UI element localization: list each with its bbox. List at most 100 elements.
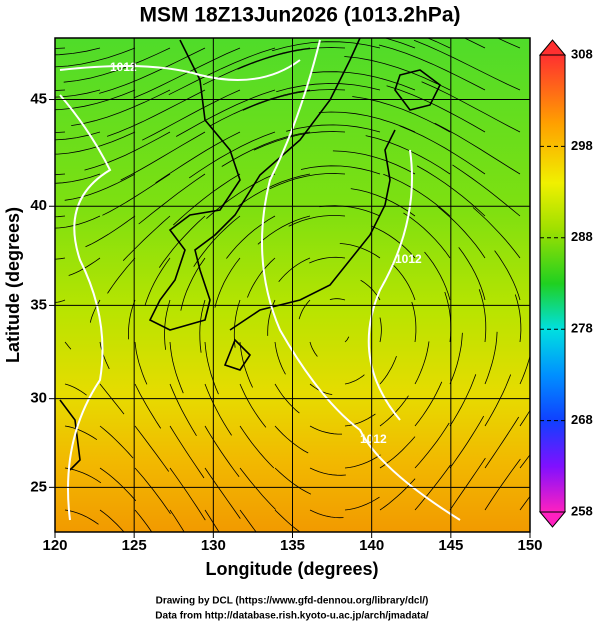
streamline bbox=[339, 243, 381, 259]
colorbar bbox=[539, 54, 566, 513]
colorbar-tick-label: 278 bbox=[571, 321, 593, 336]
streamline bbox=[99, 47, 206, 94]
streamline bbox=[413, 39, 521, 91]
streamline bbox=[403, 212, 451, 259]
streamline bbox=[344, 496, 380, 511]
streamline bbox=[134, 383, 162, 429]
streamline bbox=[379, 317, 382, 343]
streamline bbox=[391, 263, 416, 301]
streamline bbox=[238, 173, 311, 207]
streamline bbox=[99, 509, 125, 532]
streamline bbox=[63, 47, 171, 83]
streamline bbox=[55, 257, 66, 260]
streamline bbox=[329, 298, 346, 301]
x-tick-label: 135 bbox=[280, 537, 305, 554]
streamline bbox=[344, 336, 350, 343]
streamline bbox=[247, 257, 276, 298]
streamline bbox=[452, 164, 521, 217]
contour-label: 1012 bbox=[360, 432, 387, 446]
streamline bbox=[107, 257, 136, 294]
x-tick-label: 150 bbox=[517, 537, 542, 554]
streamline bbox=[300, 165, 381, 175]
streamline bbox=[204, 425, 240, 478]
colorbar-tick-label: 308 bbox=[571, 46, 593, 61]
streamline bbox=[519, 354, 530, 385]
streamline bbox=[237, 47, 346, 70]
streamline bbox=[204, 383, 232, 436]
streamline bbox=[379, 355, 397, 385]
isobars bbox=[59, 39, 461, 521]
streamline bbox=[55, 89, 136, 111]
streamline bbox=[386, 85, 486, 133]
credit: Data from http://database.rish.kyoto-u.a… bbox=[155, 611, 429, 622]
colorbar-tick-label: 298 bbox=[571, 138, 593, 153]
streamline bbox=[271, 41, 381, 52]
coastlines bbox=[59, 38, 442, 471]
y-tick-label: 30 bbox=[30, 390, 47, 407]
streamline bbox=[378, 44, 486, 91]
streamline bbox=[449, 332, 463, 385]
x-tick-label: 130 bbox=[201, 537, 226, 554]
streamline bbox=[55, 131, 101, 141]
streamline bbox=[164, 299, 171, 350]
contour-label: 1012 bbox=[110, 60, 137, 74]
streamline bbox=[288, 215, 346, 227]
streamline bbox=[484, 374, 512, 427]
streamline bbox=[298, 299, 311, 320]
streamline bbox=[257, 215, 311, 245]
streamline bbox=[199, 299, 206, 353]
streamline bbox=[484, 458, 521, 511]
streamline bbox=[332, 150, 416, 175]
streamline bbox=[55, 89, 101, 98]
streamline bbox=[414, 341, 430, 385]
streamline bbox=[344, 413, 376, 427]
streamline bbox=[214, 257, 241, 308]
streamline bbox=[169, 383, 197, 437]
streamline bbox=[55, 47, 136, 68]
streamline bbox=[134, 467, 171, 515]
streamline bbox=[344, 454, 381, 469]
streamline bbox=[169, 341, 184, 394]
streamline bbox=[496, 38, 521, 49]
streamline bbox=[134, 425, 170, 472]
streamline bbox=[463, 38, 486, 49]
streamline bbox=[269, 173, 346, 190]
streamline bbox=[176, 89, 276, 137]
streamline bbox=[204, 509, 220, 532]
streamline bbox=[383, 173, 451, 217]
streamline bbox=[426, 38, 451, 49]
streamline bbox=[169, 467, 206, 521]
chart-title: MSM 18Z13Jun2026 (1013.2hPa) bbox=[140, 4, 461, 27]
colorbar-extension bbox=[538, 39, 567, 56]
streamline bbox=[414, 464, 451, 511]
streamline bbox=[318, 111, 416, 133]
streamline bbox=[416, 165, 486, 217]
streamline bbox=[253, 131, 346, 151]
streamline bbox=[399, 125, 486, 175]
streamline bbox=[274, 383, 300, 414]
streamline bbox=[55, 299, 66, 303]
streamline bbox=[99, 425, 134, 459]
streamline bbox=[344, 374, 365, 385]
streamline bbox=[484, 331, 498, 385]
streamline bbox=[144, 257, 171, 306]
streamline bbox=[421, 81, 521, 133]
streamline bbox=[286, 124, 381, 133]
streamline bbox=[155, 131, 241, 184]
streamline bbox=[221, 131, 311, 167]
streamline bbox=[344, 56, 451, 91]
streamline bbox=[84, 131, 171, 171]
streamline bbox=[173, 173, 241, 226]
x-tick-label: 145 bbox=[438, 537, 463, 554]
streamline bbox=[309, 256, 346, 264]
colorbar-tick-label: 268 bbox=[571, 412, 593, 427]
streamline bbox=[142, 89, 241, 141]
streamline bbox=[99, 383, 125, 415]
streamline bbox=[168, 47, 276, 96]
colorbar-extension bbox=[538, 511, 567, 528]
streamline bbox=[274, 341, 286, 375]
streamline bbox=[99, 467, 137, 502]
streamline bbox=[138, 173, 206, 225]
streamline bbox=[242, 89, 346, 111]
streamline bbox=[64, 173, 136, 201]
